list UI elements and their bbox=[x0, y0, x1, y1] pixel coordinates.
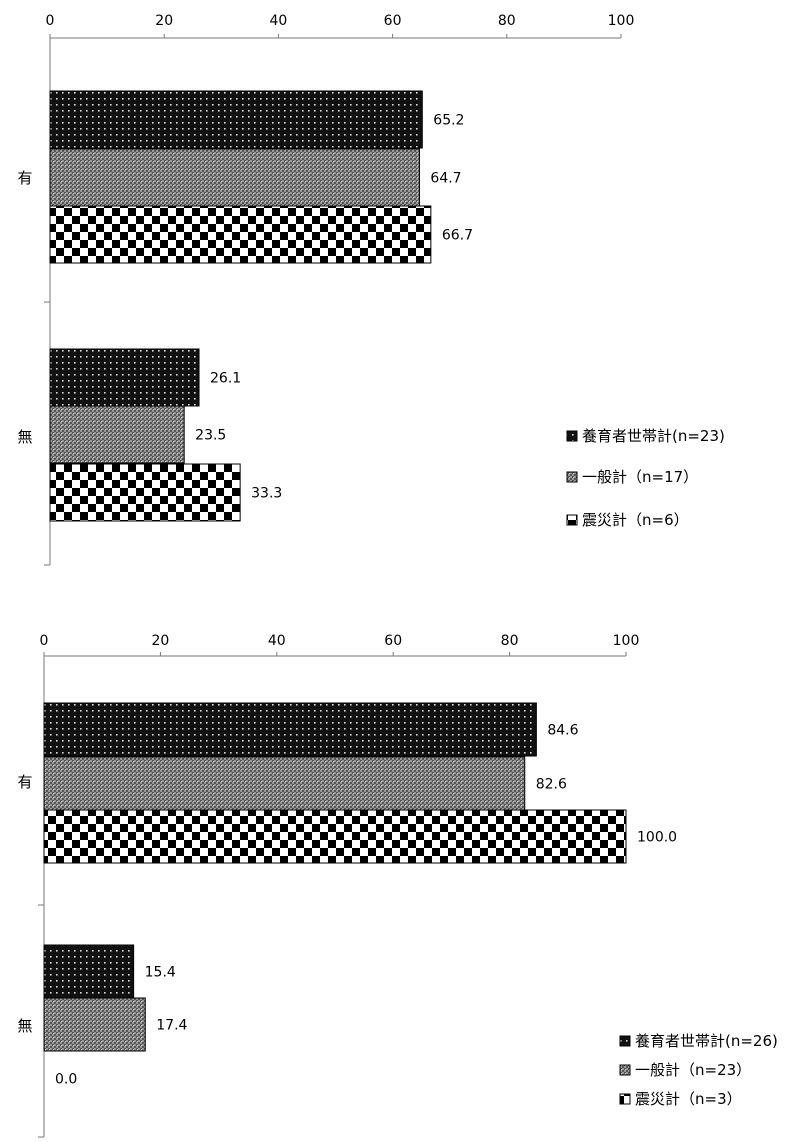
data-label: 82.6 bbox=[536, 777, 567, 793]
data-label: 17.4 bbox=[156, 1018, 187, 1034]
bar bbox=[43, 997, 146, 1052]
data-label: 84.6 bbox=[547, 723, 578, 739]
data-label: 66.7 bbox=[442, 228, 473, 244]
value-tick-label: 100 bbox=[608, 13, 635, 29]
legend-swatch bbox=[566, 471, 578, 483]
data-label: 26.1 bbox=[210, 371, 241, 387]
legend-swatch bbox=[619, 1093, 631, 1105]
bar bbox=[43, 809, 627, 864]
data-label: 15.4 bbox=[145, 965, 176, 981]
bar bbox=[49, 90, 423, 149]
bar bbox=[43, 944, 135, 999]
value-tick-label: 20 bbox=[155, 13, 173, 29]
category-label: 有 bbox=[17, 773, 32, 791]
value-tick-label: 0 bbox=[40, 633, 49, 649]
value-tick-label: 20 bbox=[151, 633, 169, 649]
value-tick-label: 0 bbox=[46, 13, 55, 29]
data-label: 33.3 bbox=[251, 486, 282, 502]
legend-label: 震災計（n=3） bbox=[635, 1090, 742, 1108]
data-label: 65.2 bbox=[433, 113, 464, 129]
data-label: 23.5 bbox=[195, 428, 226, 444]
bar bbox=[49, 348, 200, 407]
bar bbox=[49, 463, 241, 522]
legend-label: 震災計（n=6） bbox=[582, 511, 689, 529]
bar bbox=[49, 148, 420, 207]
data-label: 64.7 bbox=[430, 171, 461, 187]
legend-label: 一般計（n=23） bbox=[635, 1061, 751, 1079]
legend-label: 一般計（n=17） bbox=[582, 468, 698, 486]
data-label: 100.0 bbox=[637, 830, 677, 846]
category-label: 無 bbox=[17, 1017, 32, 1035]
value-tick-label: 40 bbox=[269, 13, 287, 29]
data-label: 0.0 bbox=[55, 1072, 77, 1088]
legend-swatch bbox=[566, 430, 578, 442]
legend-label: 養育者世帯計(n=26) bbox=[635, 1032, 778, 1050]
value-tick-label: 80 bbox=[498, 13, 516, 29]
legend-swatch bbox=[566, 514, 578, 526]
bar bbox=[43, 756, 526, 811]
bar bbox=[43, 702, 537, 757]
bar bbox=[49, 405, 185, 464]
legend-label: 養育者世帯計(n=23) bbox=[582, 427, 725, 445]
legend-swatch bbox=[619, 1064, 631, 1076]
value-tick-label: 60 bbox=[384, 13, 402, 29]
value-tick-label: 100 bbox=[613, 633, 640, 649]
value-tick-label: 40 bbox=[268, 633, 286, 649]
value-tick-label: 60 bbox=[384, 633, 402, 649]
legend-swatch bbox=[619, 1035, 631, 1047]
value-tick-label: 80 bbox=[501, 633, 519, 649]
category-label: 有 bbox=[17, 169, 32, 187]
category-label: 無 bbox=[17, 428, 32, 446]
bar bbox=[49, 205, 432, 264]
